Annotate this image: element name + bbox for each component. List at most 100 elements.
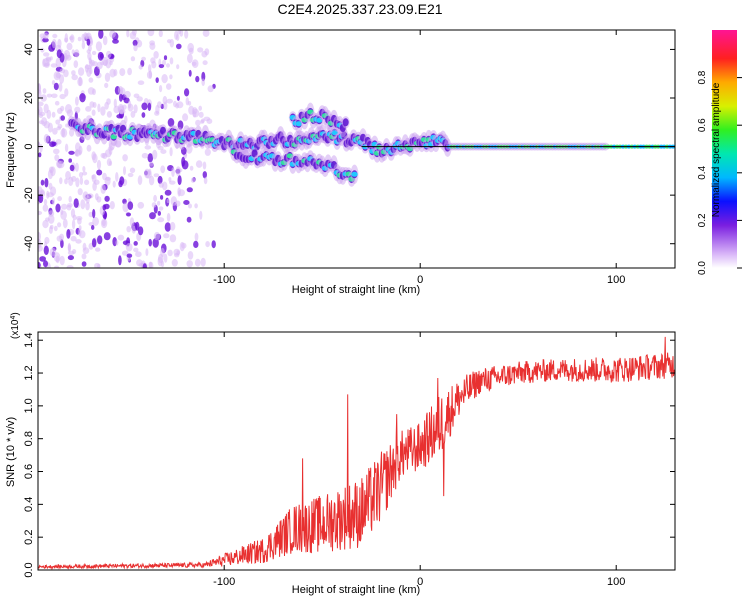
spectrogram-noise-blob [166,98,174,104]
spectrogram-noise-blob [66,265,74,268]
spectrogram-noise-blob [100,106,106,116]
spectrogram-noise-blob [155,77,159,83]
spectrogram-noise-blob [88,77,94,83]
spectrogram-noise-blob [133,247,139,253]
spectrogram-noise-blob [71,74,78,81]
spectrogram-noise-blob [158,64,165,69]
snr-y-label: SNR (10 * v/v) [5,417,17,487]
spectrogram-noise-blob [109,160,113,166]
spectrogram-noise-blob [119,68,126,77]
snr-series-line [38,336,675,570]
spectrogram-track-blob [342,118,349,127]
spectrogram-noise-blob [42,220,49,229]
spectrogram-noise-blob [51,38,57,49]
spectrogram-noise-blob [198,111,204,118]
spectrogram-noise-blob [52,33,58,39]
spectrogram-noise-blob [48,210,55,217]
snr-y-tick-label: 0.2 [23,530,35,545]
spectrogram-noise-blob [40,179,45,186]
spectrogram-noise-blob [171,167,175,178]
spectrogram-noise-blob [157,200,161,206]
spectrogram-noise-blob [70,235,77,242]
spectrogram-noise-blob [183,200,190,205]
snr-x-tick-label: -100 [213,576,235,588]
spectrogram-noise-blob [91,238,97,248]
spectrogram-noise-blob [70,208,76,218]
spectrogram-noise-blob [198,105,202,111]
spectrogram-noise-blob [54,100,60,106]
spectrogram-noise-blob [66,109,73,117]
spectrogram-noise-blob [127,100,132,109]
spectrogram-noise [38,30,216,268]
spectrogram-noise-blob [46,93,53,98]
spectrogram-noise-blob [169,180,176,185]
spectrogram-noise-blob [96,196,102,203]
spectrogram-noise-blob [64,143,69,152]
spectrogram-noise-blob [104,101,109,110]
spectrogram-noise-blob [78,225,82,231]
snr-y-tick-label: 1.0 [23,398,35,413]
spectrogram-noise-blob [194,258,201,267]
spectrogram-track-peak [295,121,302,127]
spectrogram-noise-blob [71,219,76,230]
spectrogram-noise-blob [68,176,74,186]
spectrogram-x-ticks: -100 0 100 [213,30,625,286]
spectrogram-noise-blob [74,106,81,114]
spectrogram-noise-blob [71,49,75,55]
spectrogram-noise-blob [186,216,192,223]
spectrogram-noise-blob [106,111,112,118]
spectrogram-noise-blob [59,68,66,74]
spectrogram-noise-blob [166,212,171,222]
spectrogram-noise-blob [163,253,168,263]
spectrogram-noise-blob [148,261,154,268]
spectrogram-noise-blob [73,198,79,209]
spectrogram-noise-blob [42,58,46,67]
spectrogram-noise-blob [157,175,163,185]
spectrogram-noise-blob [79,93,86,103]
spectrogram-noise-blob [67,255,74,261]
spectrogram-noise-blob [166,198,170,204]
spectrogram-noise-blob [158,30,163,38]
spectrogram-noise-blob [191,61,197,66]
spectrogram-noise-blob [125,242,133,252]
spectrogram-noise-blob [102,35,108,46]
spectrogram-noise-blob [159,85,163,93]
spectrogram-noise-blob [176,33,180,41]
spectrogram-noise-blob [100,152,106,159]
spectrogram-noise-blob [160,195,164,200]
spectrogram-noise-blob [64,178,68,185]
spectrogram-noise-blob [51,197,56,205]
spectrogram-noise-blob [164,222,171,232]
spectrogram-noise-blob [121,250,129,256]
spectrogram-noise-blob [75,177,80,188]
snr-x-tick-label: 0 [417,576,423,588]
spectrogram-noise-blob [162,96,168,105]
spectrogram-noise-blob [122,104,127,110]
spectrogram-noise-blob [80,199,86,210]
spectrogram-noise-blob [135,251,142,258]
spectrogram-noise-blob [92,216,99,226]
spectrogram-noise-blob [177,175,182,186]
spectrogram-noise-blob [75,239,82,244]
spectrogram-noise-blob [62,218,68,229]
spectrogram-noise-blob [61,127,65,138]
spectrogram-noise-blob [57,123,63,129]
spectrogram-noise-blob [181,242,187,249]
spectrogram-noise-blob [38,101,44,107]
spectrogram-noise-blob [202,60,208,66]
snr-scale-factor: (x104) [10,312,22,339]
snr-panel: -100 0 100 0.0 0.2 0.4 0.6 0.8 1.0 1.2 1.4 Height… [5,312,676,596]
spectrogram-noise-blob [137,201,145,209]
spectrogram-noise-blob [38,245,43,252]
spectrogram-noise-blob [60,105,65,112]
spectrogram-noise-blob [145,248,149,256]
spectrogram-noise-blob [95,41,102,52]
spectrogram-noise-blob [158,182,164,188]
spectrogram-noise-blob [39,256,46,262]
spectrogram-noise-blob [42,88,47,94]
spectrogram-noise-blob [113,69,118,77]
spectrogram-noise-blob [54,154,60,162]
spectrogram-noise-blob [157,101,162,109]
spectrogram-noise-blob [53,71,61,81]
